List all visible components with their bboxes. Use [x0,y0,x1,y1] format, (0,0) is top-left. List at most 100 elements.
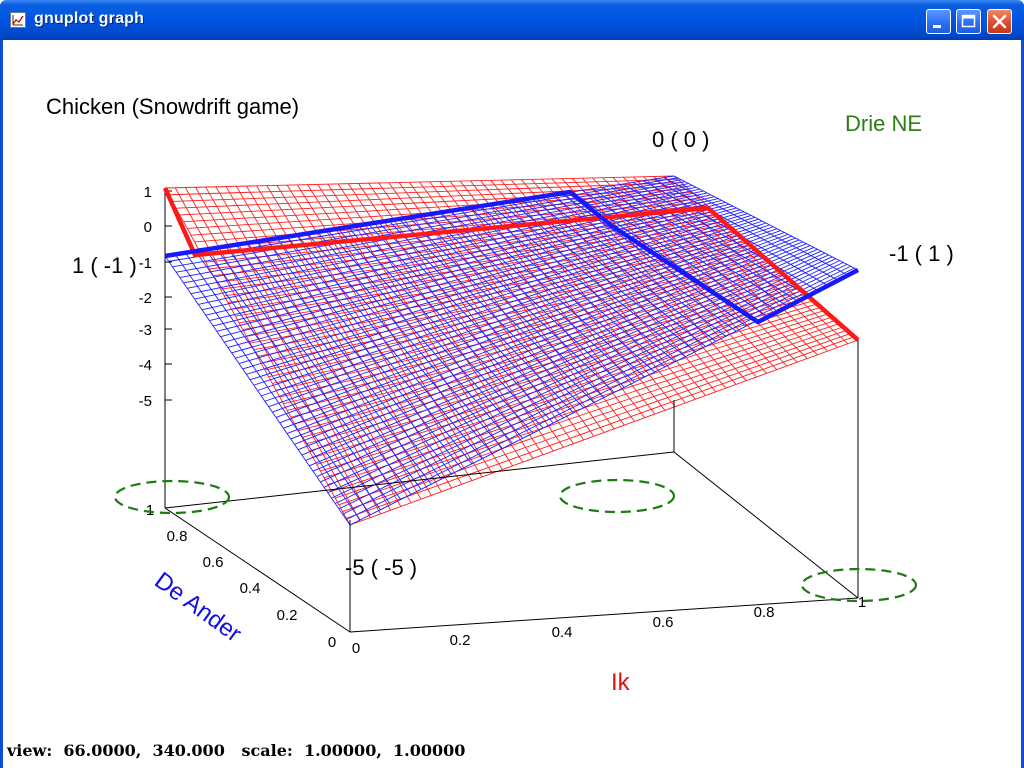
mesh-line [316,252,826,477]
title-bar[interactable]: gnuplot graph [0,0,1024,40]
mesh-line [470,207,656,373]
nash-equilibrium-marker [558,478,676,514]
y-tick-label: 1 [146,502,154,519]
mesh-line [309,248,818,467]
mesh-line [663,177,849,276]
x-tick-label: 0.4 [552,624,573,641]
z-tick-label: 1 [144,184,152,201]
mesh-line [331,260,840,499]
mesh-line [338,329,848,506]
y-axis-label: De Ander [149,567,246,648]
mesh-line [316,310,826,465]
mesh-line [305,300,814,445]
mesh-line [327,319,837,485]
x-tick-label: 0.2 [450,632,471,649]
mesh-line [320,254,829,483]
mesh-line [342,333,851,512]
mesh-line [331,323,840,492]
back-base-edge [164,451,675,509]
mesh-line [294,241,803,445]
payoff-label-back-right: 0 ( 0 ) [652,127,709,152]
y-tick-label: 0.4 [240,580,261,597]
mesh-line [335,262,844,504]
close-icon [992,14,1007,29]
mesh-line [541,178,727,389]
mesh-line [323,316,833,479]
mesh-line [290,287,800,418]
y-axis-line [164,507,351,633]
mesh-line [346,267,855,521]
mesh-line [439,181,625,426]
mesh-line [312,250,822,472]
mesh-line [268,228,778,408]
mesh-line [480,206,666,368]
mesh-line [261,260,770,364]
mesh-line [582,177,767,374]
mesh-line [305,247,815,461]
x-axis-line [349,597,859,633]
x-tick-label: 0.6 [653,614,674,631]
blue-surface-mesh [164,175,859,526]
y-tick-label: 0.6 [203,554,224,571]
mesh-line [349,339,859,526]
mesh-line [301,245,811,456]
mesh-line [612,185,798,301]
mesh-line [561,193,747,327]
mesh-line [653,176,838,348]
three-ne-label: Drie NE [845,111,922,136]
mesh-line [275,273,785,391]
mesh-line [327,258,837,494]
y-tick-label: 0.2 [277,607,298,624]
z-tick-label: -4 [139,357,152,374]
red-surface-mesh [164,175,859,526]
mesh-line [429,181,615,430]
plot-canvas: 1 0 -1 -2 -3 -4 -5 0 0.2 0.4 0.6 0.8 1 0… [46,94,954,696]
z-tick-label: -5 [139,393,152,410]
mesh-line [449,210,635,383]
mesh-line [612,177,798,363]
payoff-label-front-left: -5 ( -5 ) [345,555,417,580]
right-base-edge [673,451,859,599]
mesh-line [261,224,770,397]
close-button[interactable] [987,9,1012,34]
mesh-line [264,264,774,371]
mesh-line [500,202,686,358]
mesh-line [323,256,833,488]
x-tick-label: 1 [858,594,866,611]
z-tick-label: -3 [139,322,152,339]
mesh-line [320,313,829,472]
mesh-line [633,182,818,291]
mesh-line [622,183,808,296]
mesh-line [459,209,645,378]
red-best-response-line [162,187,860,342]
mesh-line [592,188,777,312]
gnuplot-app-icon[interactable] [10,12,26,28]
mesh-line [283,235,792,429]
mesh-line [490,204,676,363]
z-tick-label: 0 [144,219,152,236]
mesh-line [298,243,807,451]
mesh-line [338,263,848,510]
x-tick-label: 0 [352,640,360,657]
window-frame-left [0,40,3,768]
mesh-line [279,233,789,424]
payoff-label-back-left: 1 ( -1 ) [72,253,137,278]
mesh-line [272,230,781,413]
minimize-button[interactable] [926,9,951,34]
plot-title: Chicken (Snowdrift game) [46,94,299,119]
y-tick-label: 0.8 [167,528,188,545]
window-frame-right [1021,40,1024,768]
nash-equilibrium-marker [113,479,231,515]
mesh-line [673,175,859,271]
maximize-button[interactable] [956,9,981,34]
window-title: gnuplot graph [34,10,145,27]
mesh-line [290,239,800,440]
mesh-line [342,265,851,515]
maximize-icon [961,14,976,28]
mesh-line [257,222,767,391]
mesh-line [429,214,615,393]
mesh-line [439,212,625,388]
mesh-line [264,226,774,402]
z-tick-label: -2 [139,290,152,307]
